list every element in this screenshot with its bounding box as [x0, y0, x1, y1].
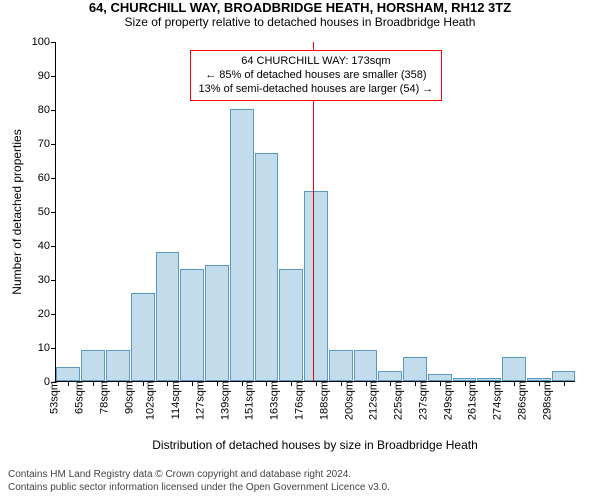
histogram-bar	[156, 252, 180, 381]
annotation-box: 64 CHURCHILL WAY: 173sqm← 85% of detache…	[190, 50, 443, 101]
histogram-bar	[329, 350, 353, 381]
histogram-bar	[428, 374, 452, 381]
chart-plot-area: 010203040506070809010053sqm65sqm78sqm90s…	[55, 42, 575, 382]
ytick-label: 60	[38, 172, 56, 184]
chart-subtitle: Size of property relative to detached ho…	[0, 15, 600, 29]
ytick-label: 90	[38, 70, 56, 82]
xtick-mark	[564, 381, 565, 386]
xtick-label: 65sqm	[68, 381, 86, 414]
ytick-label: 100	[32, 36, 56, 48]
xtick-label: 78sqm	[92, 381, 110, 414]
histogram-bar	[354, 350, 378, 381]
histogram-bar	[502, 357, 526, 381]
xtick-label: 163sqm	[263, 381, 281, 420]
credits-block: Contains HM Land Registry data © Crown c…	[8, 468, 390, 494]
histogram-bar	[279, 269, 303, 381]
histogram-bar	[552, 371, 576, 381]
histogram-bar	[81, 350, 105, 381]
xtick-label: 102sqm	[139, 381, 157, 420]
chart-title: 64, CHURCHILL WAY, BROADBRIDGE HEATH, HO…	[0, 0, 600, 15]
annotation-line: 13% of semi-detached houses are larger (…	[199, 83, 434, 97]
xtick-label: 188sqm	[312, 381, 330, 420]
histogram-bar	[205, 265, 229, 381]
ytick-label: 20	[38, 308, 56, 320]
annotation-line: ← 85% of detached houses are smaller (35…	[199, 69, 434, 83]
x-axis-label: Distribution of detached houses by size …	[152, 438, 478, 452]
ytick-label: 40	[38, 240, 56, 252]
xtick-label: 176sqm	[287, 381, 305, 420]
xtick-label: 139sqm	[213, 381, 231, 420]
ytick-label: 30	[38, 274, 56, 286]
xtick-label: 298sqm	[535, 381, 553, 420]
ytick-label: 80	[38, 104, 56, 116]
histogram-bar	[255, 153, 279, 381]
xtick-label: 274sqm	[486, 381, 504, 420]
xtick-label: 261sqm	[461, 381, 479, 420]
xtick-label: 237sqm	[411, 381, 429, 420]
xtick-label: 200sqm	[337, 381, 355, 420]
xtick-label: 212sqm	[362, 381, 380, 420]
histogram-bar	[230, 109, 254, 381]
annotation-line: 64 CHURCHILL WAY: 173sqm	[199, 55, 434, 69]
histogram-bar	[378, 371, 402, 381]
xtick-label: 151sqm	[238, 381, 256, 420]
y-axis-label: Number of detached properties	[10, 129, 24, 294]
xtick-label: 90sqm	[117, 381, 135, 414]
xtick-label: 114sqm	[164, 381, 182, 419]
histogram-bar	[403, 357, 427, 381]
credits-line-1: Contains HM Land Registry data © Crown c…	[8, 468, 390, 481]
histogram-bar	[106, 350, 130, 381]
xtick-label: 286sqm	[510, 381, 528, 420]
ytick-label: 10	[38, 342, 56, 354]
histogram-bar	[131, 293, 155, 381]
credits-line-2: Contains public sector information licen…	[8, 481, 390, 494]
xtick-label: 225sqm	[386, 381, 404, 420]
xtick-label: 249sqm	[436, 381, 454, 420]
histogram-bar	[180, 269, 204, 381]
histogram-bar	[304, 191, 328, 381]
histogram-bar	[56, 367, 80, 381]
ytick-label: 50	[38, 206, 56, 218]
ytick-label: 70	[38, 138, 56, 150]
xtick-label: 127sqm	[188, 381, 206, 420]
xtick-label: 53sqm	[43, 381, 61, 414]
